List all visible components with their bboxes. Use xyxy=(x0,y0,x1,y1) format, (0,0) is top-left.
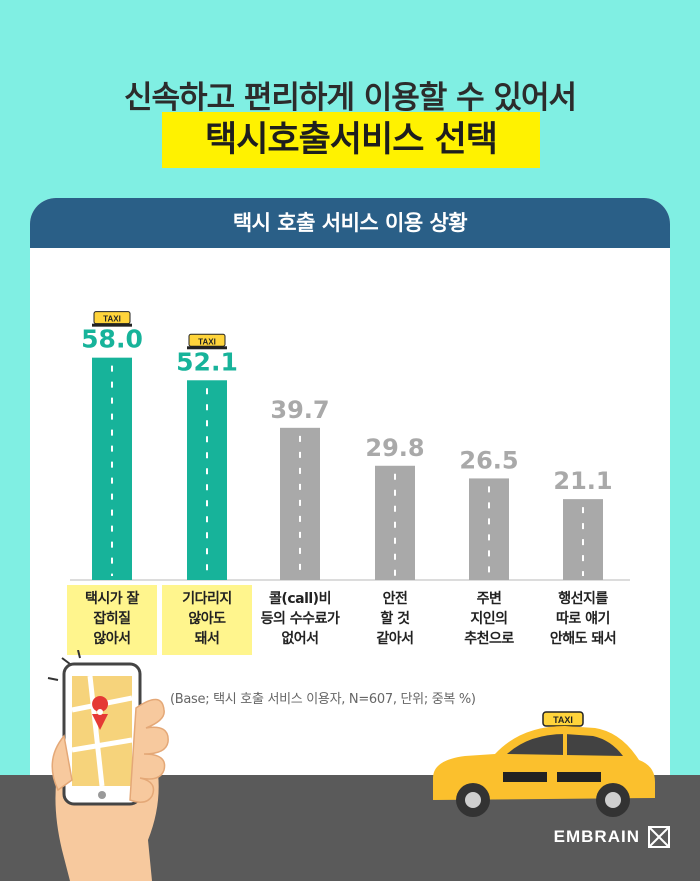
hand-fingers xyxy=(129,698,169,803)
bar-value-label: 29.8 xyxy=(365,434,424,462)
category-label-line: 안전 xyxy=(382,591,408,607)
category-label-line: 지인의 xyxy=(470,611,508,627)
category-label-line: 기다리지 xyxy=(182,591,232,607)
phone-home-button xyxy=(98,791,106,799)
category-label-line: 택시가 잘 xyxy=(85,591,139,607)
map-pin-icon xyxy=(92,696,109,730)
signal-lines xyxy=(47,650,81,681)
bar-value-label: 26.5 xyxy=(459,446,518,474)
headline-highlight: 택시호출서비스 선택 xyxy=(162,112,540,168)
bar-value-label: 21.1 xyxy=(553,467,612,495)
headline: 신속하고 편리하게 이용할 수 있어서 xyxy=(124,80,577,116)
bar xyxy=(469,478,509,580)
bar-value-label: 39.7 xyxy=(270,396,329,424)
hand-thumb xyxy=(51,734,73,792)
svg-text:TAXI: TAXI xyxy=(103,315,121,324)
category-label-line: 안해도 돼서 xyxy=(549,631,617,647)
phone-hand-illustration xyxy=(47,650,169,881)
category-label-line: 잡히질 xyxy=(93,611,131,627)
category-label-line: 않아도 xyxy=(188,611,226,627)
panel-title: 택시 호출 서비스 이용 상황 xyxy=(30,198,670,248)
brand-name: EMBRAIN xyxy=(553,827,640,846)
taxi-sign-icon: TAXI xyxy=(92,311,132,327)
bar-value-label: 58.0 xyxy=(81,325,143,354)
category-label-line: 따로 얘기 xyxy=(556,611,610,627)
category-label-line: 추천으로 xyxy=(464,631,514,647)
category-label-line: 할 것 xyxy=(380,611,410,627)
taxi-roof-sign xyxy=(542,711,584,727)
category-label-line: 행선지를 xyxy=(558,591,608,607)
bar-value-label: 52.1 xyxy=(176,347,238,376)
category-label-line: 돼서 xyxy=(194,631,220,647)
taxi-sign-icon: TAXI xyxy=(187,333,227,350)
base-note: (Base; 택시 호출 서비스 이용자, N=607, 단위; 중복 %) xyxy=(170,692,476,707)
category-label-line: 없어서 xyxy=(281,631,319,647)
bar xyxy=(187,380,227,580)
embrain-logo-icon xyxy=(648,826,670,848)
category-label-line: 주변 xyxy=(476,591,502,607)
svg-text:TAXI: TAXI xyxy=(198,337,216,346)
category-label-line: 같아서 xyxy=(376,631,414,647)
category-label-line: 않아서 xyxy=(93,631,131,647)
taxi-car-illustration: TAXI xyxy=(433,711,655,817)
category-label-line: 등의 수수료가 xyxy=(260,611,340,627)
brand-logo: EMBRAIN xyxy=(554,826,670,848)
category-label-line: 콜(call)비 xyxy=(269,591,331,607)
svg-text:TAXI: TAXI xyxy=(553,715,573,725)
